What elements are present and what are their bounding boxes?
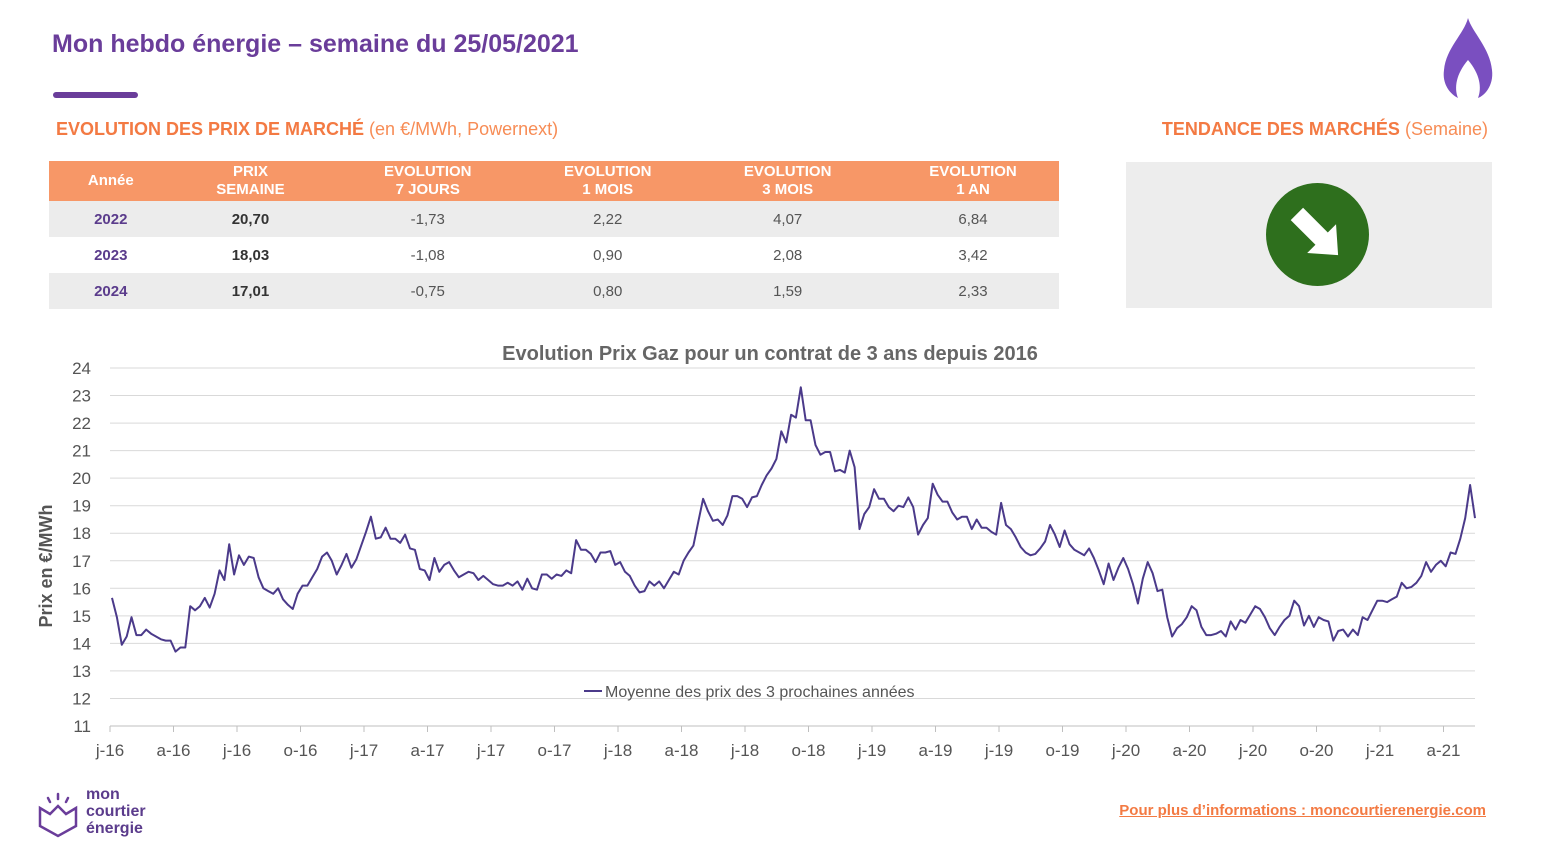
cell-evol-1y: 3,42 [958, 246, 988, 264]
logo-word-courtier: courtier [86, 803, 146, 820]
cell-price: 18,03 [231, 246, 270, 264]
table-row: 2024 17,01 -0,75 0,80 1,59 2,33 [49, 273, 1059, 309]
y-tick-label: 20 [72, 469, 91, 488]
x-tick-label: j-19 [857, 741, 886, 760]
market-section-unit: (en €/MWh, Powernext) [369, 119, 559, 139]
x-tick-label: a-20 [1172, 741, 1206, 760]
page-title: Mon hebdo énergie – semaine du 25/05/202… [52, 30, 579, 58]
cell-evol-7d: -1,73 [328, 201, 528, 237]
col-header-evol-1m: EVOLUTION 1 MOIS [527, 161, 689, 201]
title-underline [53, 92, 138, 98]
y-tick-label: 17 [72, 552, 91, 571]
y-axis-label: Prix en €/MWh [36, 504, 56, 627]
y-tick-label: 12 [72, 689, 91, 708]
x-tick-label: j-17 [476, 741, 505, 760]
table-row: 2022 20,70 -1,73 2,22 4,07 6,84 [49, 201, 1059, 237]
col-header-evol-7d: EVOLUTION 7 JOURS [328, 161, 528, 201]
y-tick-label: 13 [72, 662, 91, 681]
x-tick-label: j-17 [349, 741, 378, 760]
cell-price: 17,01 [172, 273, 329, 309]
cell-year: 2024 [49, 273, 173, 309]
x-tick-label: j-20 [1238, 741, 1267, 760]
market-section-heading: EVOLUTION DES PRIX DE MARCHÉ (en €/MWh, … [56, 119, 558, 140]
cell-year: 2022 [49, 201, 173, 237]
y-tick-labels: 11 12 13 14 15 16 17 18 19 20 21 22 23 24 [72, 359, 91, 736]
footer-website-link[interactable]: Pour plus d’informations : moncourtieren… [1119, 802, 1486, 819]
y-tick-label: 22 [72, 414, 91, 433]
trend-down-arrow-icon [1266, 183, 1369, 286]
x-tick-label: j-16 [95, 741, 124, 760]
x-tick-label: o-19 [1045, 741, 1079, 760]
x-tick-label: j-21 [1365, 741, 1394, 760]
col-header-evol-3m: EVOLUTION 3 MOIS [688, 161, 888, 201]
x-tick-label: a-19 [918, 741, 952, 760]
market-section-label: EVOLUTION DES PRIX DE MARCHÉ [56, 119, 365, 139]
chart-title: Evolution Prix Gaz pour un contrat de 3 … [502, 343, 1038, 365]
x-tick-label: a-16 [156, 741, 190, 760]
x-tick-label: o-20 [1299, 741, 1333, 760]
grid-lines [110, 367, 1475, 699]
chart-legend: Moyenne des prix des 3 prochaines années [584, 684, 915, 701]
logo-word-energie: énergie [86, 820, 143, 837]
col-header-evol-1y: EVOLUTION 1 AN [887, 161, 1059, 201]
trend-section-label: TENDANCE DES MARCHÉS [1161, 119, 1400, 139]
cell-evol-1m: 2,22 [527, 201, 689, 237]
logo-word-mon: mon [86, 786, 120, 803]
company-logo [38, 792, 78, 838]
x-tick-label: a-18 [664, 741, 698, 760]
x-tick-labels: j-16 a-16 j-16 o-16 j-17 a-17 j-17 o-17 j-18 a-18… [95, 726, 1461, 760]
cell-evol-1m: 0,90 [593, 246, 623, 264]
logo-wordmark: mon courtier énergie [86, 786, 146, 837]
price-table: Année PRIX SEMAINE EVOLUTION 7 JOURS EVOLU… [49, 161, 1059, 309]
flame-icon [1443, 18, 1493, 98]
col-header-year: Année [49, 161, 173, 201]
y-tick-label: 15 [72, 607, 91, 626]
x-tick-label: j-19 [984, 741, 1013, 760]
x-tick-label: j-18 [603, 741, 632, 760]
x-tick-label: a-17 [410, 741, 444, 760]
x-tick-label: j-20 [1111, 741, 1140, 760]
x-tick-label: j-16 [222, 741, 251, 760]
trend-section-heading: TENDANCE DES MARCHÉS (Semaine) [1162, 119, 1488, 140]
cell-evol-1y: 2,33 [887, 273, 1059, 309]
x-tick-label: j-18 [730, 741, 759, 760]
table-row: 2023 18,03 -1,08 0,90 2,08 3,42 [49, 237, 1059, 273]
y-tick-label: 19 [72, 497, 91, 516]
cell-year: 2023 [94, 246, 128, 264]
trend-section-period: (Semaine) [1404, 119, 1488, 139]
cell-evol-1y: 6,84 [887, 201, 1059, 237]
cell-evol-3m: 1,59 [688, 273, 888, 309]
x-tick-label: o-17 [537, 741, 571, 760]
y-tick-label: 24 [72, 359, 91, 378]
price-line-chart: Evolution Prix Gaz pour un contrat de 3 … [36, 343, 1476, 760]
legend-label: Moyenne des prix des 3 prochaines années [605, 684, 915, 701]
y-tick-label: 21 [72, 442, 91, 461]
x-tick-label: a-21 [1426, 741, 1460, 760]
cell-evol-3m: 4,07 [688, 201, 888, 237]
x-tick-label: o-16 [283, 741, 317, 760]
cell-price: 20,70 [172, 201, 329, 237]
table-header-row: Année PRIX SEMAINE EVOLUTION 7 JOURS EVOLU… [49, 161, 1059, 201]
y-tick-label: 14 [72, 634, 91, 653]
y-tick-label: 11 [73, 717, 91, 736]
cell-evol-1m: 0,80 [527, 273, 689, 309]
y-tick-label: 16 [72, 579, 91, 598]
cell-evol-3m: 2,08 [773, 246, 803, 264]
col-header-price: PRIX SEMAINE [172, 161, 329, 201]
series-line-moyenne [111, 386, 1476, 653]
cell-evol-7d: -0,75 [328, 273, 528, 309]
y-tick-label: 18 [72, 524, 91, 543]
y-tick-label: 23 [72, 387, 91, 406]
cell-evol-7d: -1,08 [410, 246, 445, 264]
x-tick-label: o-18 [791, 741, 825, 760]
